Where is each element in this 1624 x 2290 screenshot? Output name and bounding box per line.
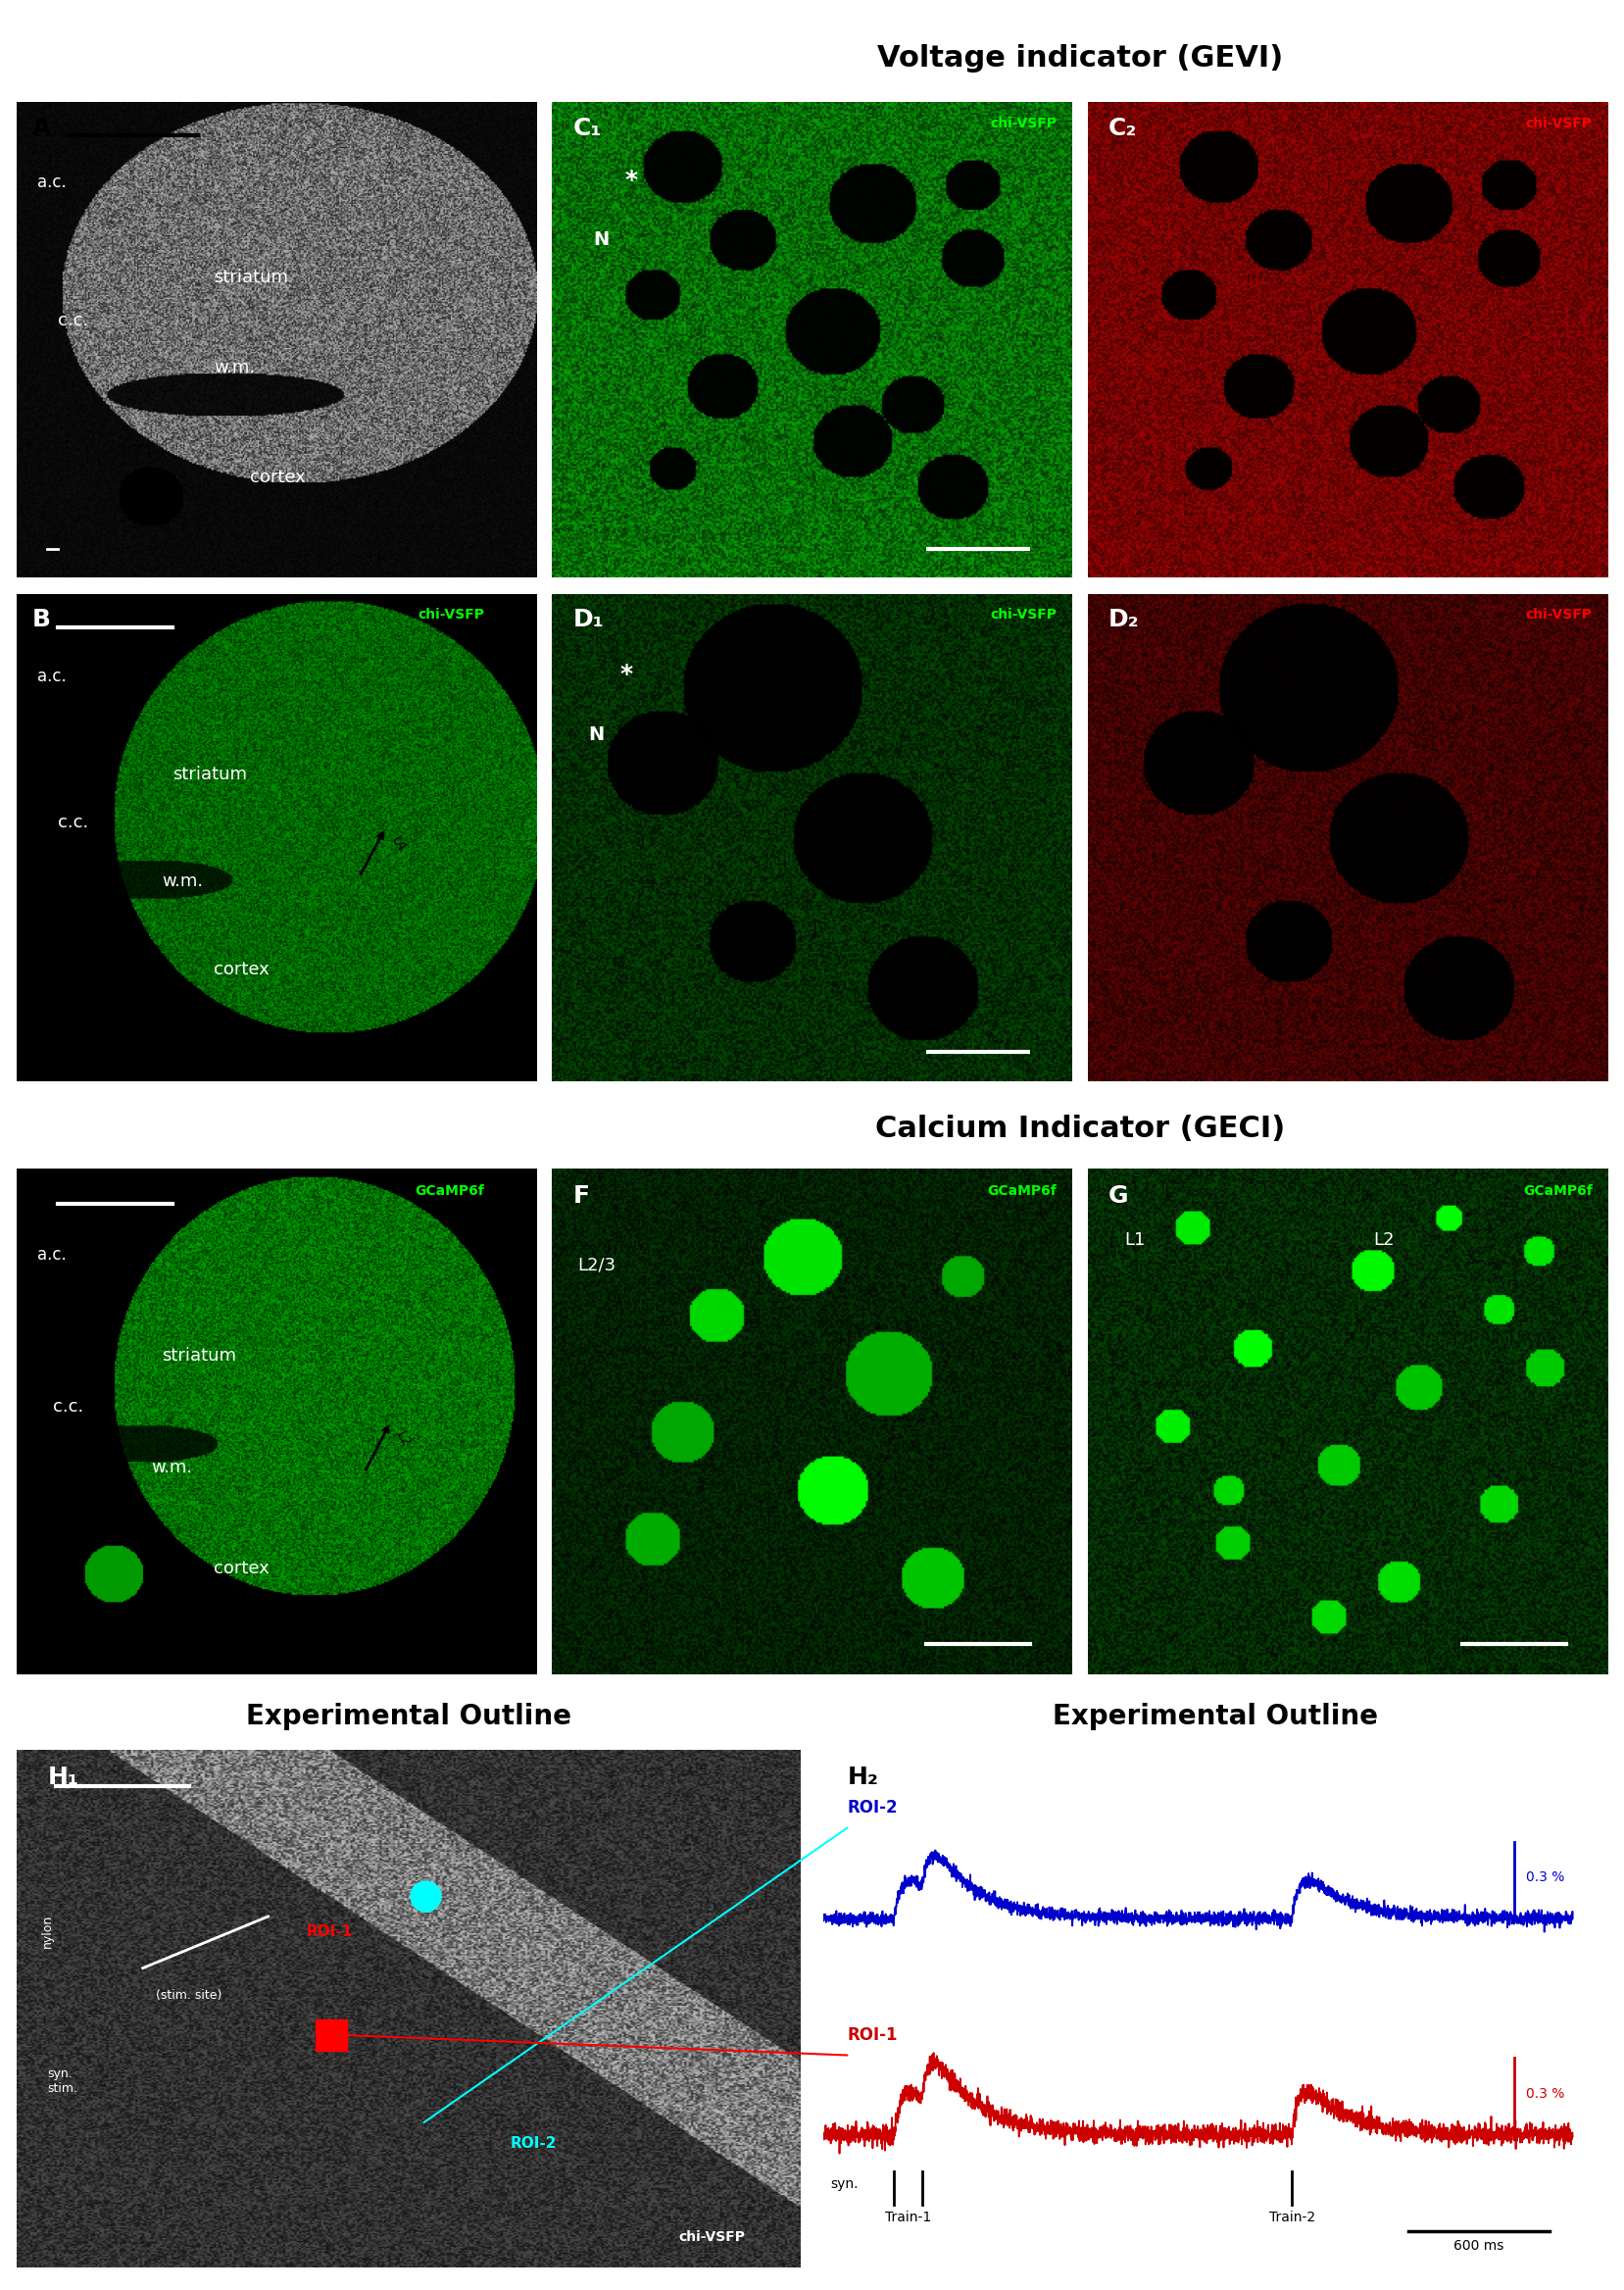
Text: syn.
stim.: syn. stim. [47, 2068, 78, 2095]
Text: *: * [625, 169, 638, 192]
Text: c.c.: c.c. [52, 1397, 83, 1415]
Text: c.c.: c.c. [58, 813, 88, 831]
Text: w.m.: w.m. [151, 1459, 193, 1477]
Text: a.c.: a.c. [37, 1246, 67, 1264]
Text: chi-VSFP: chi-VSFP [679, 2230, 745, 2244]
Text: L2/3: L2/3 [578, 1257, 615, 1273]
Text: w.m.: w.m. [162, 872, 203, 891]
Text: G: G [1109, 1184, 1129, 1207]
Text: L2: L2 [393, 1429, 412, 1450]
Text: chi-VSFP: chi-VSFP [989, 609, 1057, 623]
Text: syn.: syn. [831, 2178, 859, 2192]
Point [412, 1878, 438, 1914]
Text: L4: L4 [388, 834, 408, 854]
Text: *: * [620, 662, 632, 687]
Text: A: A [32, 117, 50, 140]
Text: chi-VSFP: chi-VSFP [1525, 609, 1592, 623]
Text: E: E [32, 1184, 49, 1207]
Text: H₂: H₂ [848, 1766, 879, 1788]
Point [318, 2017, 344, 2054]
Text: L2: L2 [1374, 1232, 1395, 1248]
Text: chi-VSFP: chi-VSFP [417, 609, 484, 623]
Text: GCaMP6f: GCaMP6f [987, 1184, 1057, 1198]
Text: cortex: cortex [214, 1559, 270, 1578]
Text: Experimental Outline: Experimental Outline [245, 1701, 572, 1729]
Text: Calcium Indicator (GECI): Calcium Indicator (GECI) [875, 1115, 1285, 1143]
Text: GCaMP6f: GCaMP6f [416, 1184, 484, 1198]
Text: N: N [588, 726, 604, 744]
Text: a.c.: a.c. [37, 669, 67, 685]
Text: C₁: C₁ [573, 117, 601, 140]
Text: Experimental Outline: Experimental Outline [1052, 1701, 1379, 1729]
Text: a.c.: a.c. [37, 174, 67, 192]
Text: chi-VSFP: chi-VSFP [1525, 117, 1592, 131]
Text: c.c.: c.c. [58, 311, 88, 330]
Text: L1: L1 [1124, 1232, 1145, 1248]
Text: w.m.: w.m. [214, 360, 255, 378]
Text: striatum: striatum [172, 765, 247, 783]
Text: 600 ms: 600 ms [1453, 2240, 1504, 2253]
Text: Train-2: Train-2 [1268, 2210, 1315, 2224]
Text: F: F [573, 1184, 590, 1207]
Text: GCaMP6f: GCaMP6f [1523, 1184, 1592, 1198]
Text: Train-1: Train-1 [885, 2210, 931, 2224]
Text: 0.3 %: 0.3 % [1527, 2086, 1564, 2100]
Text: striatum: striatum [162, 1347, 237, 1365]
Text: (stim. site): (stim. site) [156, 1988, 222, 2001]
Text: nylon: nylon [41, 1914, 54, 1949]
Text: chi-VSFP: chi-VSFP [989, 117, 1057, 131]
Text: 0.3 %: 0.3 % [1527, 1871, 1564, 1885]
Text: striatum: striatum [214, 268, 289, 286]
Text: D₂: D₂ [1109, 609, 1140, 632]
Text: B: B [32, 609, 50, 632]
Text: cortex: cortex [250, 469, 305, 485]
Text: ROI-1: ROI-1 [848, 2027, 898, 2043]
Text: Voltage indicator (GEVI): Voltage indicator (GEVI) [877, 44, 1283, 73]
Text: ROI-1: ROI-1 [307, 1924, 352, 1940]
Text: H₁: H₁ [47, 1766, 80, 1788]
Text: C₂: C₂ [1109, 117, 1137, 140]
Text: ROI-2: ROI-2 [848, 1798, 898, 1816]
Text: D₁: D₁ [573, 609, 604, 632]
Text: cortex: cortex [214, 960, 270, 978]
Text: ROI-2: ROI-2 [510, 2137, 557, 2150]
Text: N: N [593, 229, 609, 250]
